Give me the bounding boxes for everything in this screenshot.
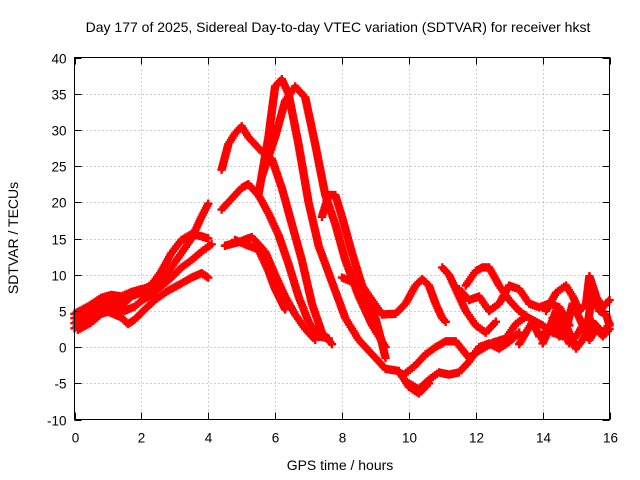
y-tick-label: 25 <box>51 160 66 175</box>
series-prn-e <box>217 122 337 349</box>
x-tick-label: 14 <box>536 431 552 446</box>
chart-title: Day 177 of 2025, Sidereal Day-to-day VTE… <box>86 19 591 35</box>
series-prn-g <box>220 232 320 345</box>
y-tick-label: 20 <box>51 196 66 211</box>
series-prn-d <box>73 269 213 334</box>
series-prn-v <box>70 283 163 323</box>
data-point <box>204 199 213 208</box>
data-point <box>515 328 524 337</box>
x-axis-label: GPS time / hours <box>287 457 394 473</box>
series-prn-l <box>337 273 450 326</box>
y-tick-label: 0 <box>59 341 67 356</box>
x-tick-label: 16 <box>603 431 618 446</box>
series-prn-o <box>438 263 501 337</box>
data-point <box>280 305 290 314</box>
x-tick-label: 8 <box>339 431 347 446</box>
data-point <box>204 273 213 282</box>
series-prn-u <box>538 306 614 353</box>
y-tick-label: 15 <box>51 233 66 248</box>
y-tick-label: -10 <box>47 414 67 429</box>
series-prn-n <box>404 328 524 394</box>
x-tick-label: 2 <box>138 431 146 446</box>
x-tick-label: 10 <box>402 431 417 446</box>
x-tick-label: 12 <box>469 431 484 446</box>
series-prn-s <box>541 271 614 316</box>
y-tick-label: -5 <box>54 377 66 392</box>
series-prn-f <box>217 180 333 343</box>
data-point <box>327 340 337 349</box>
series-prn-i <box>254 75 434 398</box>
data-points <box>70 75 614 398</box>
y-tick-label: 40 <box>51 52 66 67</box>
y-tick-label: 5 <box>59 305 67 320</box>
y-axis-label: SDTVAR / TECUs <box>5 182 21 294</box>
data-point <box>324 334 333 343</box>
data-point <box>204 234 213 243</box>
data-point <box>311 335 320 345</box>
axis-ticks: 0 2 4 6 8 10 12 14 16 -10 -5 0 5 10 15 20 25 30 35 40 <box>47 52 618 446</box>
y-tick-label: 35 <box>51 88 66 103</box>
x-tick-label: 4 <box>205 431 213 446</box>
series-prn-h <box>230 235 290 314</box>
data-point <box>207 240 216 249</box>
x-tick-label: 6 <box>272 431 280 446</box>
data-point <box>441 317 450 326</box>
series-prn-q <box>461 263 567 341</box>
x-tick-label: 0 <box>72 431 80 446</box>
data-point <box>491 317 501 326</box>
y-tick-label: 10 <box>51 269 66 284</box>
data-point <box>153 283 163 292</box>
y-tick-label: 30 <box>51 124 66 139</box>
data-point <box>381 353 390 363</box>
